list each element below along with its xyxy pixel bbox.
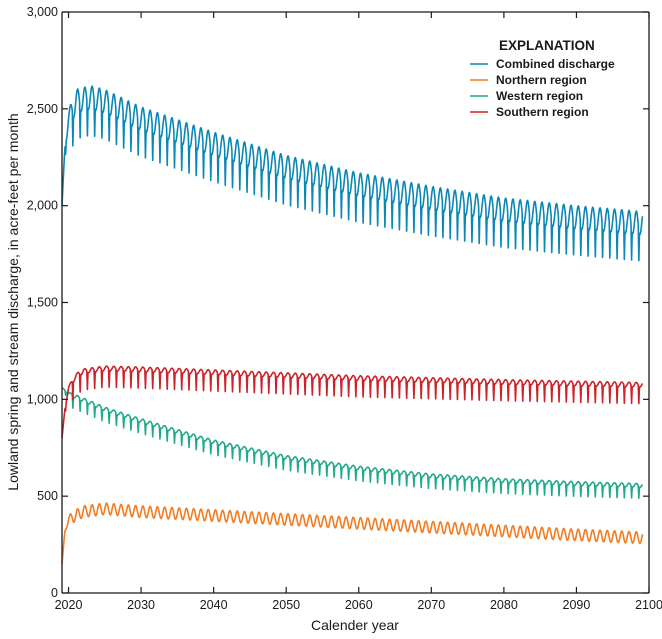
series-line-northern-region <box>61 502 644 565</box>
x-tick-label: 2070 <box>417 598 445 612</box>
legend-label-combined-discharge: Combined discharge <box>496 57 615 71</box>
y-tick-label: 0 <box>51 586 58 600</box>
y-tick-label: 500 <box>37 489 58 503</box>
y-tick-label: 1,000 <box>27 392 58 406</box>
ticks-layer: 2020 2030 2040 2050 2060 2070 2080 2090 2100 0 500… <box>27 5 662 612</box>
y-tick-label: 3,000 <box>27 5 58 19</box>
y-tick-label: 1,500 <box>27 296 58 310</box>
series-layer <box>61 85 644 565</box>
x-tick-label: 2030 <box>127 598 155 612</box>
x-tick-label: 2090 <box>563 598 591 612</box>
x-tick-label: 2080 <box>490 598 518 612</box>
series-line-southern-region <box>61 365 644 439</box>
x-tick-label: 2020 <box>55 598 83 612</box>
legend-label-western-region: Western region <box>496 89 583 103</box>
legend-items: Combined discharge Northern region Western… <box>470 57 615 119</box>
y-axis-title: Lowland spring and stream discharge, in … <box>5 113 21 490</box>
series-line-combined-discharge <box>61 85 644 262</box>
legend-title: EXPLANATION <box>499 38 595 53</box>
x-tick-label: 2060 <box>345 598 373 612</box>
legend-label-northern-region: Northern region <box>496 73 587 87</box>
x-tick-label: 2050 <box>272 598 300 612</box>
legend-label-southern-region: Southern region <box>496 105 589 119</box>
x-axis-title: Calender year <box>311 617 399 633</box>
y-tick-label: 2,000 <box>27 199 58 213</box>
x-tick-label: 2040 <box>200 598 228 612</box>
x-tick-label: 2100 <box>635 598 662 612</box>
y-tick-label: 2,500 <box>27 102 58 116</box>
legend: EXPLANATION Combined discharge Northern r… <box>470 38 615 119</box>
series-line-western-region <box>61 387 644 499</box>
